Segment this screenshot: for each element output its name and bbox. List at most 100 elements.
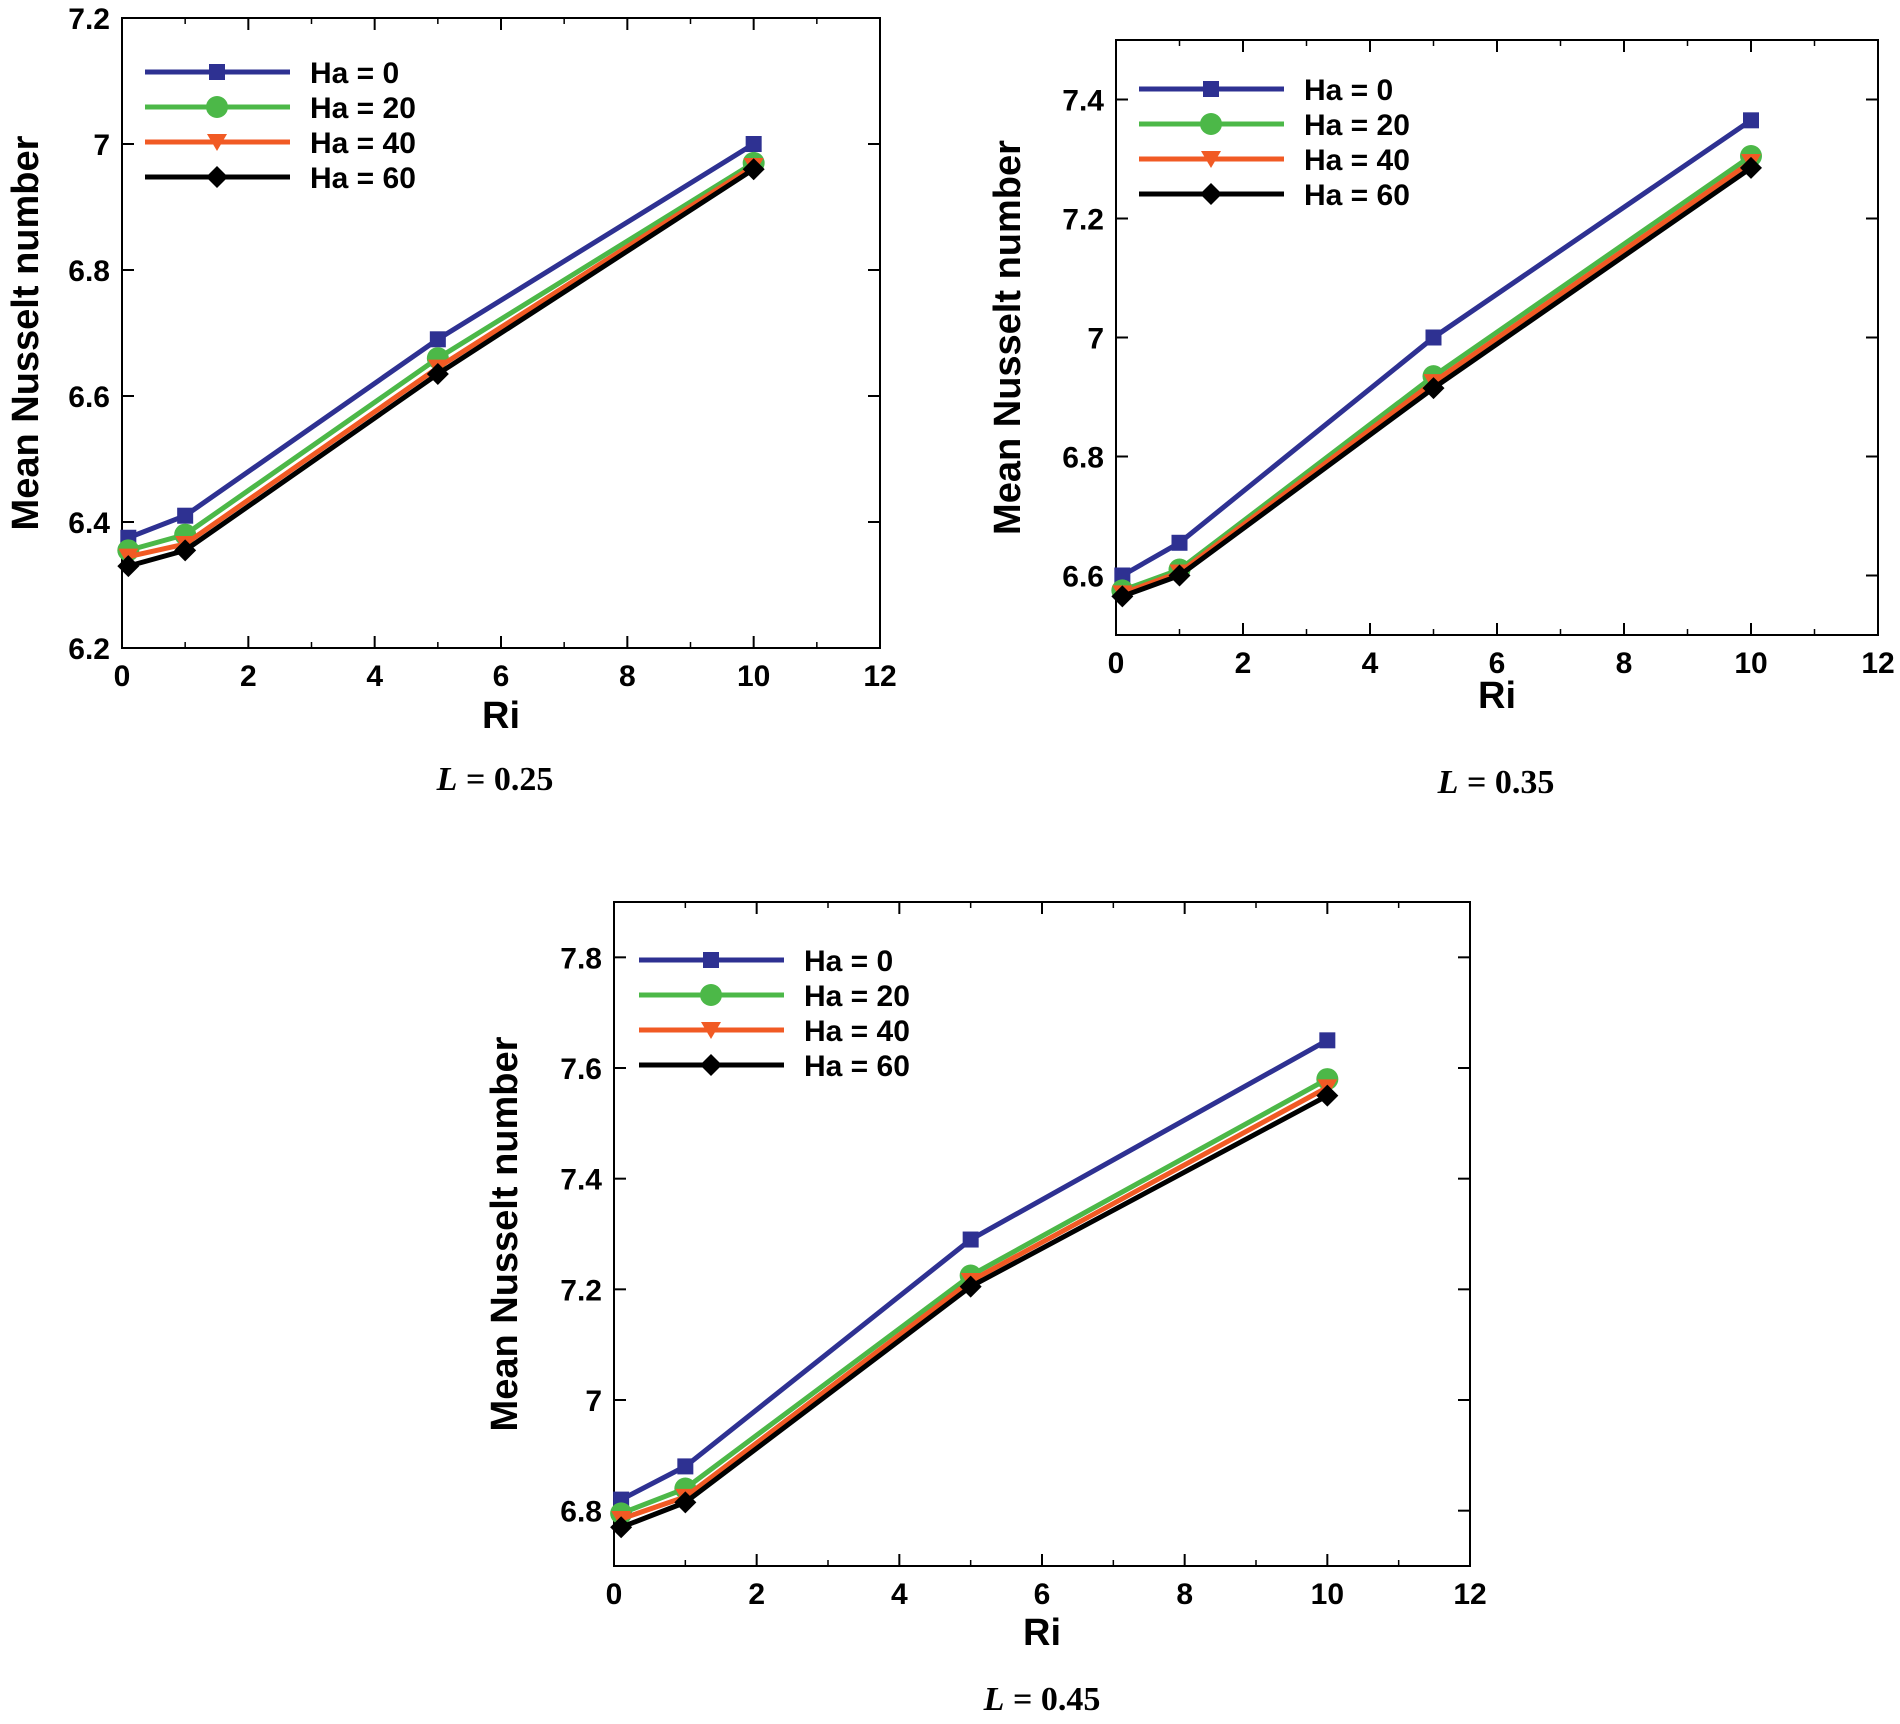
data-point-ha-60 bbox=[959, 1275, 982, 1298]
x-tick-label: 12 bbox=[863, 660, 896, 693]
x-tick-label: 2 bbox=[240, 660, 257, 693]
legend-label: Ha = 0 bbox=[804, 945, 893, 978]
legend-marker bbox=[206, 96, 228, 118]
data-point-ha-60 bbox=[674, 1491, 697, 1514]
legend-marker bbox=[206, 166, 228, 188]
legend-label: Ha = 40 bbox=[804, 1015, 910, 1048]
data-point-ha-0 bbox=[1171, 534, 1188, 551]
caption-variable: L bbox=[436, 761, 458, 798]
series-line-ha-20 bbox=[620, 1076, 1329, 1516]
y-axis-label: Mean Nusselt number bbox=[5, 135, 47, 530]
data-point-ha-60 bbox=[1111, 585, 1134, 608]
x-axis-label: Ri bbox=[1023, 1612, 1061, 1654]
x-tick-label: 12 bbox=[1861, 647, 1894, 680]
x-tick-label: 0 bbox=[1108, 647, 1125, 680]
legend-marker bbox=[700, 984, 722, 1006]
y-axis-label: Mean Nusselt number bbox=[987, 140, 1029, 535]
data-point-ha-0 bbox=[429, 331, 446, 348]
legend-marker bbox=[1201, 151, 1221, 168]
x-tick-label: 8 bbox=[1616, 647, 1633, 680]
x-tick-label: 0 bbox=[114, 660, 131, 693]
y-tick-label: 7.4 bbox=[560, 1164, 602, 1197]
series-line-ha-20 bbox=[127, 160, 755, 553]
data-point-ha-60 bbox=[742, 158, 765, 181]
legend-label: Ha = 20 bbox=[1304, 109, 1410, 142]
data-point-ha-0 bbox=[1319, 1032, 1336, 1049]
series-line-ha-0 bbox=[1121, 118, 1753, 578]
chart-l-025: 0 2 4 6 8 10 126.26.46.66.877.2Ha = 0Ha = 20Ha… bbox=[5, 3, 897, 798]
legend-label: Ha = 60 bbox=[804, 1050, 910, 1083]
legend-label: Ha = 20 bbox=[310, 92, 416, 125]
series-line-ha-40 bbox=[127, 163, 756, 560]
x-tick-label: 0 bbox=[606, 1578, 623, 1611]
legend-label: Ha = 0 bbox=[310, 57, 399, 90]
y-tick-label: 6.2 bbox=[68, 633, 110, 666]
x-tick-label: 8 bbox=[619, 660, 636, 693]
series-line-ha-20 bbox=[1121, 153, 1753, 593]
caption-variable: L bbox=[1437, 764, 1459, 801]
chart-l-045: 0 2 4 6 8 10 126.877.27.47.67.8 Ha = 0Ha = 20Ha… bbox=[484, 901, 1487, 1718]
x-tick-label: 10 bbox=[1311, 1578, 1344, 1611]
y-tick-label: 6.6 bbox=[1062, 561, 1104, 594]
data-point-ha-60 bbox=[610, 1516, 633, 1539]
data-point-ha-60 bbox=[117, 555, 140, 578]
data-point-ha-0 bbox=[677, 1458, 694, 1475]
legend-marker bbox=[1200, 183, 1222, 205]
chart-caption: L = 0.25 bbox=[436, 761, 554, 798]
y-tick-label: 7.2 bbox=[1062, 204, 1104, 237]
legend-label: Ha = 20 bbox=[804, 980, 910, 1013]
series-line-ha-60 bbox=[127, 167, 756, 569]
x-tick-label: 2 bbox=[748, 1578, 765, 1611]
x-tick-label: 10 bbox=[737, 660, 770, 693]
data-point-ha-0 bbox=[177, 507, 194, 524]
legend-label: Ha = 40 bbox=[310, 127, 416, 160]
legend-marker bbox=[700, 1054, 722, 1076]
series-line-ha-0 bbox=[127, 141, 755, 541]
series-line-ha-60 bbox=[1121, 165, 1753, 599]
legend-marker bbox=[703, 952, 719, 968]
y-tick-label: 7.2 bbox=[68, 3, 110, 36]
y-axis-label: Mean Nusselt number bbox=[484, 1036, 526, 1431]
legend-label: Ha = 40 bbox=[1304, 144, 1410, 177]
caption-value: = 0.45 bbox=[1004, 1681, 1100, 1718]
legend-marker bbox=[207, 134, 227, 151]
legend-label: Ha = 60 bbox=[1304, 179, 1410, 212]
caption-variable: L bbox=[983, 1681, 1005, 1718]
series-line-ha-40 bbox=[620, 1085, 1329, 1522]
legend-label: Ha = 60 bbox=[310, 162, 416, 195]
legend-marker bbox=[1203, 81, 1219, 97]
y-tick-label: 6.8 bbox=[1062, 442, 1104, 475]
y-tick-label: 7 bbox=[585, 1385, 602, 1418]
x-tick-label: 10 bbox=[1734, 647, 1767, 680]
data-point-ha-0 bbox=[1114, 567, 1131, 584]
y-tick-label: 7 bbox=[1087, 323, 1104, 356]
x-tick-label: 6 bbox=[1489, 647, 1506, 680]
y-tick-label: 7.8 bbox=[560, 942, 602, 975]
x-tick-label: 12 bbox=[1453, 1578, 1486, 1611]
data-point-ha-60 bbox=[174, 539, 197, 562]
x-tick-label: 6 bbox=[1034, 1578, 1051, 1611]
x-tick-label: 2 bbox=[1235, 647, 1252, 680]
legend-marker bbox=[209, 64, 225, 80]
y-tick-label: 6.8 bbox=[68, 255, 110, 288]
y-tick-label: 7.2 bbox=[560, 1274, 602, 1307]
data-point-ha-60 bbox=[1316, 1084, 1339, 1107]
legend-label: Ha = 0 bbox=[1304, 74, 1393, 107]
series-line-ha-40 bbox=[1121, 159, 1753, 596]
x-tick-label: 6 bbox=[493, 660, 510, 693]
caption-value: = 0.35 bbox=[1458, 764, 1554, 801]
y-tick-label: 7 bbox=[93, 129, 110, 162]
data-point-ha-60 bbox=[1740, 156, 1762, 179]
data-point-ha-0 bbox=[1743, 112, 1759, 129]
series-line-ha-0 bbox=[619, 1038, 1329, 1502]
caption-value: = 0.25 bbox=[457, 761, 553, 798]
series-line-ha-60 bbox=[620, 1093, 1329, 1530]
data-point-ha-0 bbox=[745, 136, 762, 152]
x-axis-label: Ri bbox=[1478, 675, 1516, 717]
chart-caption: L = 0.35 bbox=[1437, 764, 1555, 801]
x-tick-label: 8 bbox=[1176, 1578, 1193, 1611]
y-tick-label: 7.4 bbox=[1062, 85, 1104, 118]
y-tick-label: 6.4 bbox=[68, 507, 110, 540]
data-point-ha-60 bbox=[1168, 564, 1191, 587]
